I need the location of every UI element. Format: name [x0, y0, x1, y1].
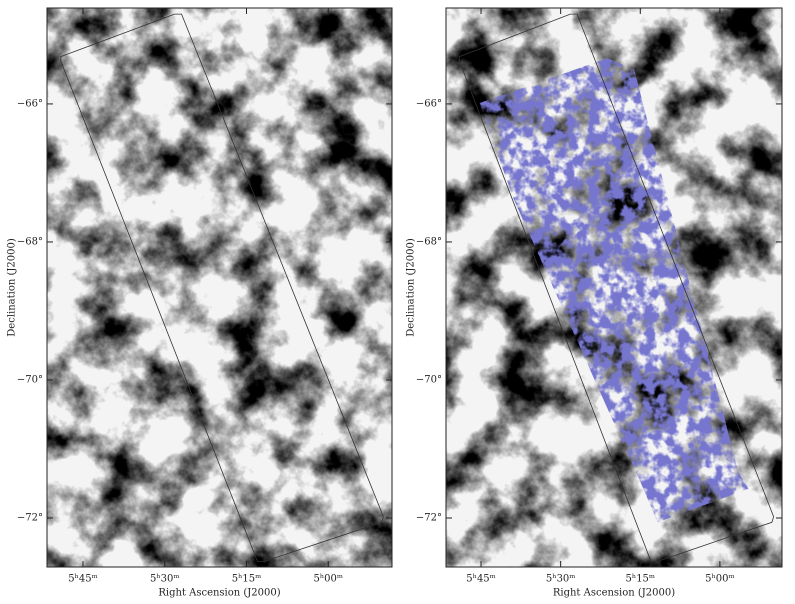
x-tick-label: 5ʰ00ᵐ	[313, 574, 343, 585]
x-tick-label: 5ʰ45ᵐ	[68, 574, 98, 585]
x-tick-label: 5ʰ45ᵐ	[466, 574, 496, 585]
x-tick-label: 5ʰ00ᵐ	[705, 574, 735, 585]
y-tick-label: −68°	[416, 236, 442, 247]
y-tick-label: −66°	[416, 98, 442, 109]
survey-outline	[459, 13, 775, 562]
x-tick-label: 5ʰ30ᵐ	[546, 574, 576, 585]
y-tick-label: −70°	[17, 374, 43, 385]
x-axis-label: Right Ascension (J2000)	[158, 588, 280, 599]
y-axis-label: Declination (J2000)	[406, 238, 417, 337]
x-tick-label: 5ʰ15ᵐ	[232, 574, 262, 585]
x-axis-label: Right Ascension (J2000)	[553, 588, 675, 599]
dust-emission	[47, 8, 392, 567]
survey-outline	[60, 13, 384, 562]
y-tick-label: −72°	[416, 513, 442, 524]
frame	[445, 7, 783, 568]
frame	[46, 7, 393, 568]
y-tick-label: −68°	[17, 236, 43, 247]
x-tick-label: 5ʰ30ᵐ	[150, 574, 180, 585]
y-tick-label: −70°	[416, 374, 442, 385]
y-axis-label: Declination (J2000)	[7, 238, 18, 337]
x-tick-label: 5ʰ15ᵐ	[626, 574, 656, 585]
y-tick-label: −66°	[17, 98, 43, 109]
y-tick-label: −72°	[17, 513, 43, 524]
